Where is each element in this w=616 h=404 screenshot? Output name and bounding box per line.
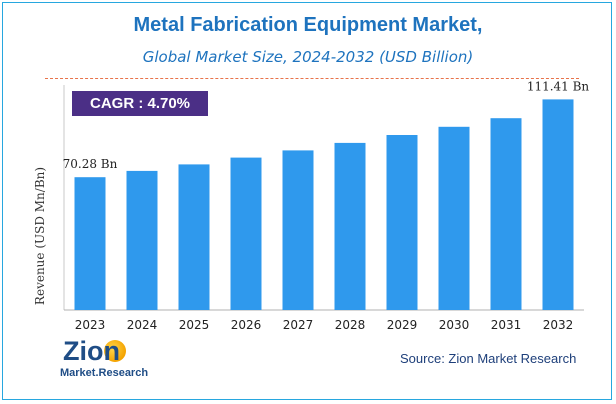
x-tick-label: 2029 (387, 318, 418, 332)
data-label: 70.28 Bn (63, 157, 118, 171)
logo-main-text: Zion (63, 336, 120, 366)
bar-2023 (74, 177, 106, 310)
bar-2032 (542, 99, 574, 311)
cagr-badge: CAGR : 4.70% (72, 91, 208, 116)
bar-2029 (386, 135, 418, 310)
bar-2026 (230, 157, 262, 310)
chart-subtitle: Global Market Size, 2024-2032 (USD Billi… (142, 48, 474, 66)
x-tick-label: 2024 (127, 318, 158, 332)
logo-sub-text: Market.Research (60, 367, 149, 379)
zion-logo: Zion Market.Research (60, 336, 160, 384)
bar-2028 (334, 142, 366, 310)
x-tick-label: 2023 (75, 318, 106, 332)
bar-2030 (438, 126, 470, 310)
source-note: Source: Zion Market Research (400, 351, 577, 366)
chart-title: Metal Fabrication Equipment Market, (133, 14, 483, 36)
data-label: 111.41 Bn (527, 79, 590, 93)
bar-2024 (126, 170, 158, 310)
x-tick-label: 2031 (491, 318, 522, 332)
bar-2027 (282, 150, 314, 310)
x-tick-label: 2027 (283, 318, 314, 332)
logo-globe-icon (104, 340, 126, 362)
x-tick-label: 2032 (543, 318, 574, 332)
x-tick-label: 2028 (335, 318, 366, 332)
bar-2025 (178, 164, 210, 310)
x-tick-label: 2030 (439, 318, 470, 332)
x-tick-label: 2026 (231, 318, 262, 332)
x-tick-label: 2025 (179, 318, 210, 332)
divider-line (45, 78, 579, 79)
bar-2031 (490, 118, 522, 310)
